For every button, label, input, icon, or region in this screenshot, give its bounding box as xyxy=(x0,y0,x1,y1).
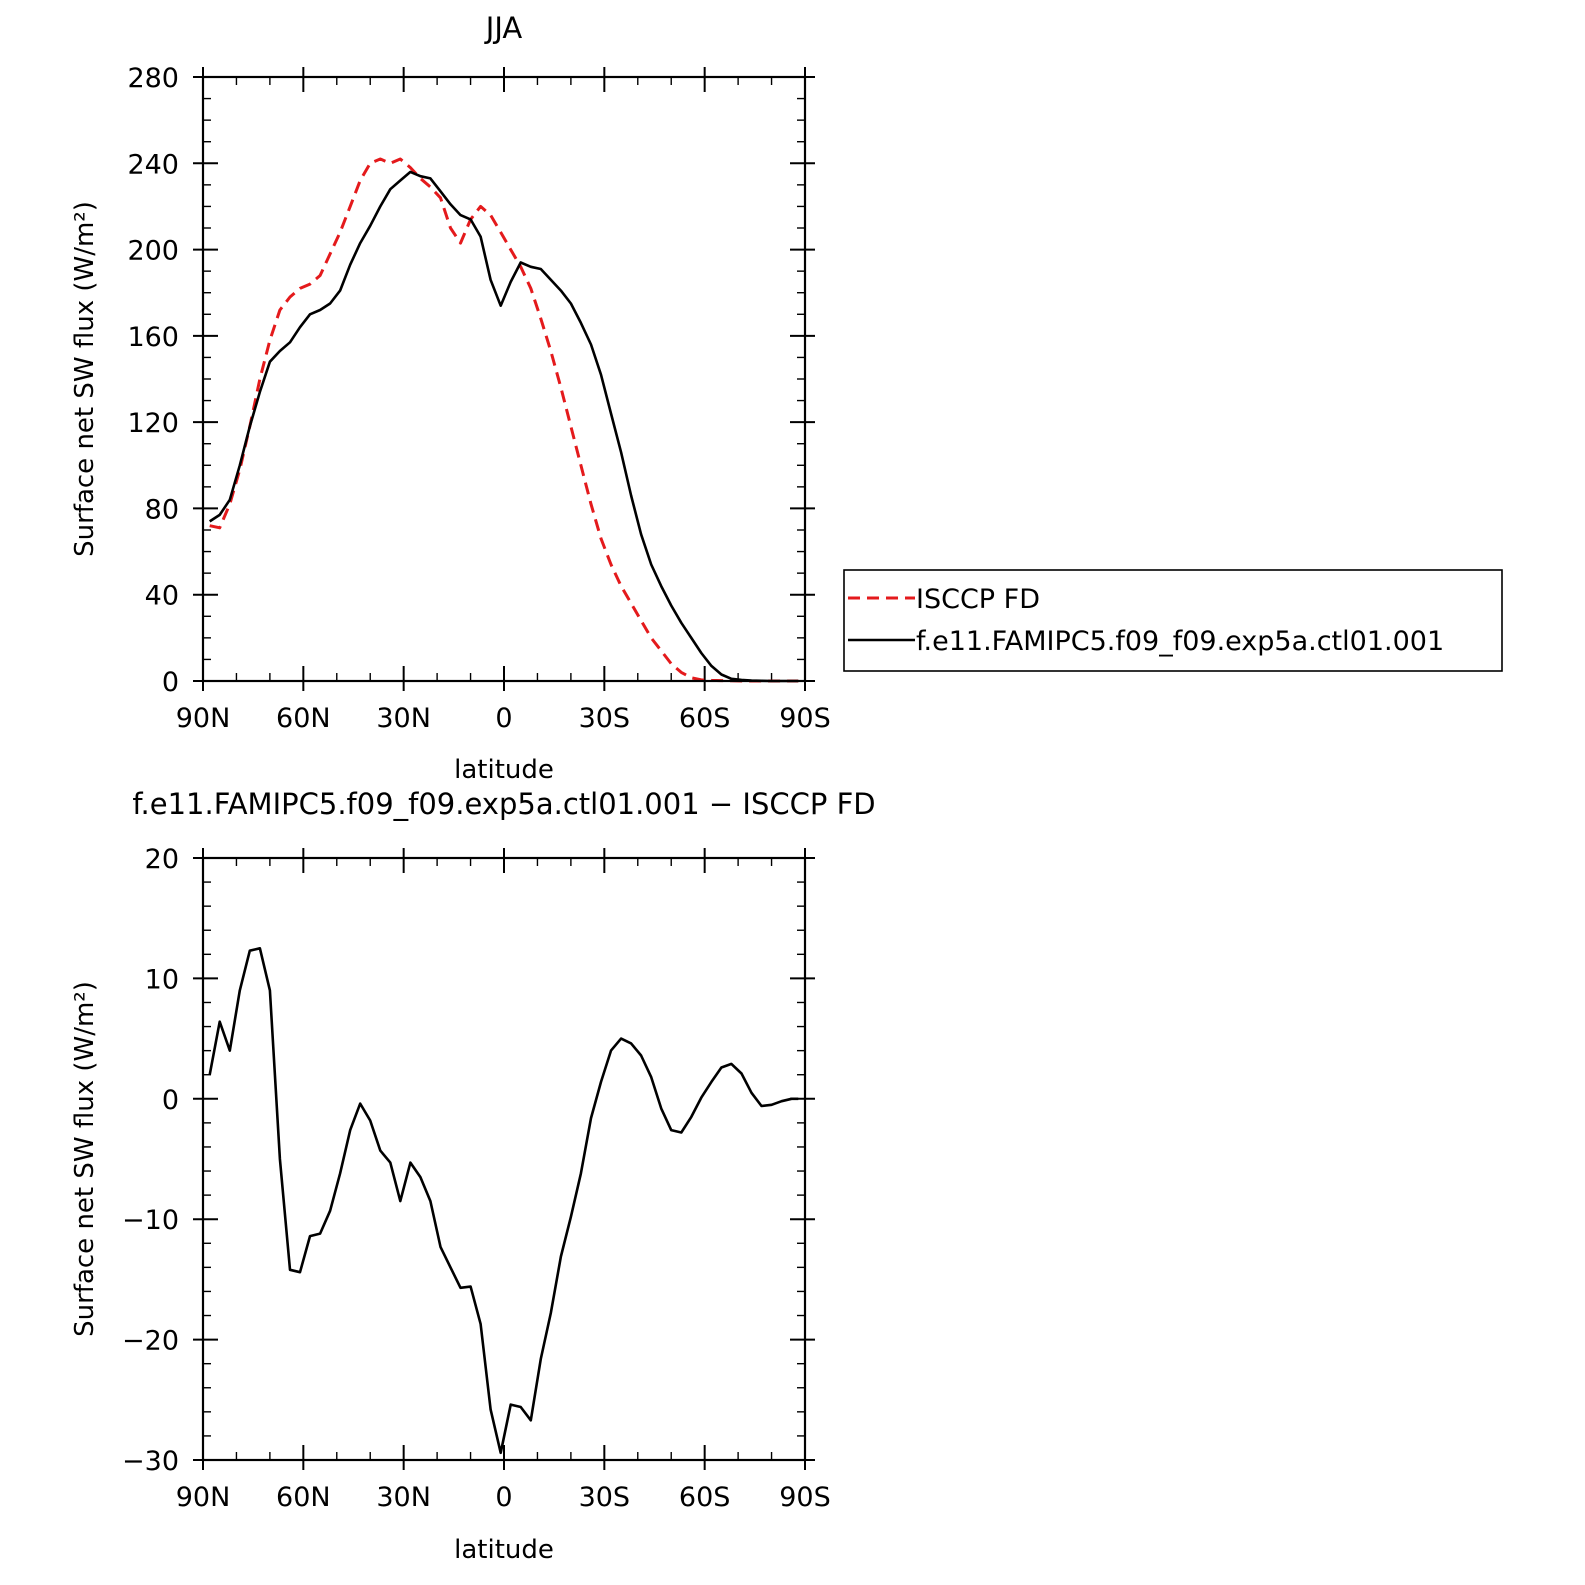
y-tick-label: 280 xyxy=(127,63,179,94)
legend-label-isccp-fd: ISCCP FD xyxy=(916,584,1040,615)
y-tick-label: 240 xyxy=(127,149,179,180)
x-tick-label: 60S xyxy=(679,1482,731,1513)
x-tick-label: 0 xyxy=(495,1482,512,1513)
y-tick-label: 40 xyxy=(145,581,179,612)
x-tick-label: 60S xyxy=(679,703,731,734)
x-tick-label: 30N xyxy=(376,1482,431,1513)
x-tick-label: 0 xyxy=(495,703,512,734)
y-tick-label: 20 xyxy=(145,844,179,875)
series-line-isccp-fd xyxy=(209,157,799,683)
y-tick-label: −10 xyxy=(122,1205,179,1236)
y-tick-label: 160 xyxy=(127,322,179,353)
y-tick-label: 10 xyxy=(145,964,179,995)
series-line-model xyxy=(208,170,799,683)
x-tick-label: 30S xyxy=(579,703,631,734)
top-x-axis-label: latitude xyxy=(454,755,554,785)
y-tick-label: 80 xyxy=(145,494,179,525)
y-tick-label: 0 xyxy=(162,667,179,698)
legend: ISCCP FD f.e11.FAMIPC5.f09_f09.exp5a.ctl… xyxy=(843,569,1503,672)
y-tick-label: 200 xyxy=(127,236,179,267)
x-tick-label: 90N xyxy=(176,703,231,734)
legend-label-model: f.e11.FAMIPC5.f09_f09.exp5a.ctl01.001 xyxy=(916,626,1444,657)
bottom-panel-title: f.e11.FAMIPC5.f09_f09.exp5a.ctl01.001 − … xyxy=(132,787,875,821)
x-tick-label: 30S xyxy=(579,1482,631,1513)
bottom-x-axis-label: latitude xyxy=(454,1535,554,1565)
x-tick-label: 90N xyxy=(176,1482,231,1513)
x-tick-label: 90S xyxy=(779,1482,831,1513)
x-tick-label: 60N xyxy=(276,1482,331,1513)
top-panel-jja: JJA 90N 60N 30N 0 30S 60S 90S 0 40 80 120 160 200 240… xyxy=(70,11,831,785)
y-tick-label: 120 xyxy=(127,408,179,439)
x-tick-label: 30N xyxy=(376,703,431,734)
bottom-panel-difference: f.e11.FAMIPC5.f09_f09.exp5a.ctl01.001 − … xyxy=(70,787,876,1565)
x-tick-label: 60N xyxy=(276,703,331,734)
top-panel-title: JJA xyxy=(484,11,523,45)
y-tick-label: 0 xyxy=(162,1085,179,1116)
y-tick-label: −20 xyxy=(122,1326,179,1357)
x-tick-label: 90S xyxy=(779,703,831,734)
top-y-axis-label: Surface net SW flux (W/m²) xyxy=(70,201,100,557)
bottom-plot-frame xyxy=(201,856,807,1462)
series-line-difference xyxy=(208,946,799,1455)
y-tick-label: −30 xyxy=(122,1446,179,1477)
legend-box xyxy=(843,569,1503,672)
top-plot-frame xyxy=(201,75,807,683)
bottom-y-axis-label: Surface net SW flux (W/m²) xyxy=(70,981,100,1337)
